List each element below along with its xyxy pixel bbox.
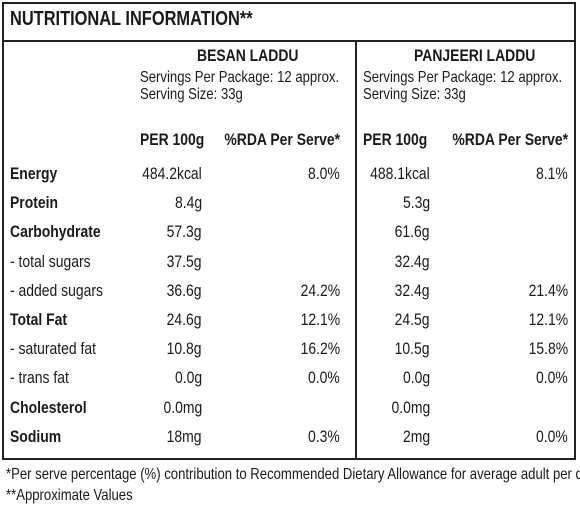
panjeeri-rda-value: 0.0% — [536, 427, 568, 446]
panjeeri-rda-value: 12.1% — [528, 310, 568, 329]
panjeeri-rda-value: 0.0% — [536, 368, 568, 387]
panjeeri-per100-value: 10.5g — [395, 339, 430, 358]
besan-per100-value: 484.2kcal — [142, 164, 202, 183]
panjeeri-per100-value: 61.6g — [395, 222, 430, 241]
servings-per-package-panjeeri: Servings Per Package: 12 approx. — [363, 69, 563, 86]
panjeeri-per100-value: 0.0g — [402, 368, 430, 387]
nutrient-label: Energy — [10, 164, 58, 183]
besan-per100-value: 8.4g — [174, 193, 202, 212]
besan-per100-value: 57.3g — [167, 222, 202, 241]
panjeeri-per100-value: 32.4g — [395, 252, 430, 271]
nutrient-label: Protein — [10, 193, 59, 212]
nutrient-label: - total sugars — [10, 252, 91, 271]
nutrient-label: - saturated fat — [10, 339, 97, 358]
nutrient-label: Carbohydrate — [10, 222, 101, 241]
panjeeri-per100-value: 488.1kcal — [370, 164, 430, 183]
panjeeri-per100-value: 32.4g — [395, 281, 430, 300]
besan-per100-value: 18mg — [167, 427, 202, 446]
besan-per100-value: 10.8g — [167, 339, 202, 358]
nutrient-label: - trans fat — [10, 368, 69, 387]
panjeeri-rda-value: 8.1% — [536, 164, 568, 183]
besan-per100-value: 0.0mg — [163, 398, 202, 417]
col-header-per100-besan: PER 100g — [140, 130, 205, 149]
panjeeri-per100-value: 0.0mg — [391, 398, 430, 417]
nutrient-label: Total Fat — [10, 310, 68, 329]
besan-per100-value: 37.5g — [167, 252, 202, 271]
besan-rda-value: 16.2% — [300, 339, 340, 358]
serving-size-besan: Serving Size: 33g — [140, 86, 243, 103]
col-header-rda-besan: %RDA Per Serve* — [224, 130, 340, 149]
besan-per100-value: 36.6g — [167, 281, 202, 300]
footnote-rda: *Per serve percentage (%) contribution t… — [6, 466, 580, 483]
col-header-rda-panjeeri: %RDA Per Serve* — [452, 130, 568, 149]
besan-per100-value: 24.6g — [167, 310, 202, 329]
nutrient-label: - added sugars — [10, 281, 103, 300]
besan-rda-value: 24.2% — [300, 281, 340, 300]
besan-per100-value: 0.0g — [174, 368, 202, 387]
besan-rda-value: 0.0% — [308, 368, 340, 387]
servings-per-package-besan: Servings Per Package: 12 approx. — [140, 69, 340, 86]
besan-rda-value: 12.1% — [300, 310, 340, 329]
panjeeri-per100-value: 24.5g — [395, 310, 430, 329]
panjeeri-rda-value: 21.4% — [528, 281, 568, 300]
product-column-divider — [355, 40, 357, 458]
nutrient-label: Sodium — [10, 427, 62, 446]
product-name-panjeeri: PANJEERI LADDU — [414, 46, 536, 65]
nutrient-label: Cholesterol — [10, 398, 87, 417]
panjeeri-rda-value: 15.8% — [528, 339, 568, 358]
col-header-per100-panjeeri: PER 100g — [363, 130, 428, 149]
besan-rda-value: 0.3% — [308, 427, 340, 446]
besan-rda-value: 8.0% — [308, 164, 340, 183]
panjeeri-per100-value: 2mg — [402, 427, 430, 446]
label-title: NUTRITIONAL INFORMATION** — [10, 8, 253, 30]
footnote-approx: **Approximate Values — [6, 487, 133, 504]
serving-size-panjeeri: Serving Size: 33g — [363, 86, 466, 103]
nutrition-label: NUTRITIONAL INFORMATION** BESAN LADDU Se… — [2, 2, 576, 460]
panjeeri-per100-value: 5.3g — [402, 193, 430, 212]
title-divider — [4, 40, 574, 42]
product-name-besan: BESAN LADDU — [197, 46, 299, 65]
